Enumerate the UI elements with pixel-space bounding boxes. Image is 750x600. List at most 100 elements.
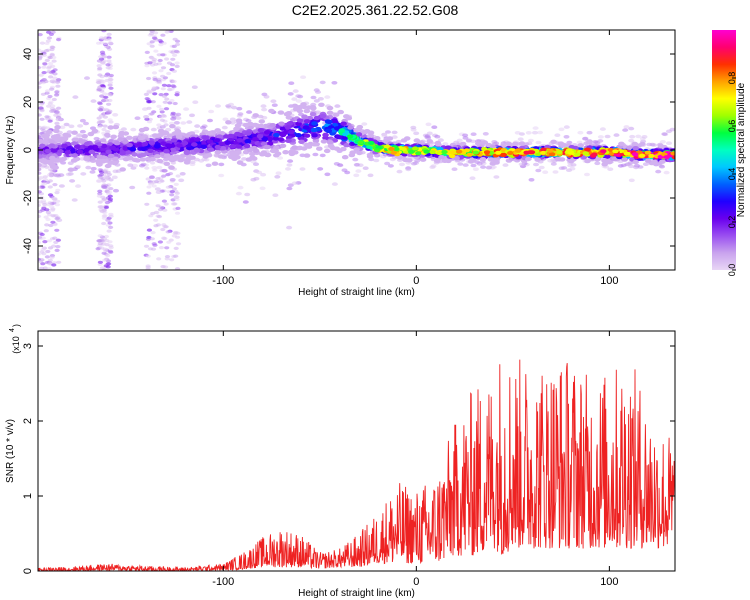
spectrogram-point <box>161 174 167 178</box>
spectrogram-point <box>245 131 252 136</box>
spectrogram-point <box>164 153 171 158</box>
spectrogram-point <box>39 143 46 148</box>
spectrogram-point <box>295 133 302 138</box>
spectrogram-point <box>160 87 166 91</box>
spectrogram-point <box>169 99 175 103</box>
y-tick-label: 0 <box>22 147 34 153</box>
spectrogram-point <box>102 213 108 218</box>
spectrogram-point <box>628 126 635 131</box>
spectrogram-point <box>134 116 141 120</box>
spectrogram-point <box>207 147 215 152</box>
x-tick-label: 100 <box>600 275 618 287</box>
spectrogram-point <box>292 89 299 93</box>
spectrogram-point <box>156 165 163 170</box>
spectrogram-point <box>320 139 328 144</box>
spectrogram-point <box>277 137 285 142</box>
spectrogram-point <box>286 163 293 167</box>
spectrogram-point <box>448 154 456 159</box>
spectrogram-point <box>540 147 547 152</box>
spectrogram-point <box>175 112 182 117</box>
spectrogram-point <box>457 162 464 166</box>
spectrogram-point <box>393 146 400 151</box>
spectrogram-point <box>172 37 178 41</box>
spectrogram-point <box>204 153 212 158</box>
spectrogram-point <box>98 173 104 177</box>
spectrogram-point <box>451 167 458 171</box>
spectrogram-point <box>649 142 656 147</box>
spectrogram-point <box>535 140 542 145</box>
spectrogram-point <box>48 139 56 145</box>
spectrogram-point <box>648 153 655 158</box>
spectrogram-point <box>517 137 524 141</box>
spectrogram-point <box>38 235 43 239</box>
spectrogram-point <box>347 125 354 130</box>
spectrogram-point <box>70 141 78 146</box>
spectrogram-point <box>52 183 58 187</box>
spectrogram-point <box>47 119 53 123</box>
spectrogram-point <box>163 149 170 154</box>
spectrogram-point <box>102 92 108 96</box>
spectrogram-point <box>224 140 232 145</box>
spectrogram-point <box>73 144 81 149</box>
spectrogram-point <box>88 149 96 155</box>
spectrogram-point <box>97 242 103 246</box>
spectrogram-point <box>463 148 470 153</box>
spectrogram-point <box>39 266 45 270</box>
spectrogram-point <box>373 136 381 141</box>
spectrogram-point <box>357 140 364 145</box>
spectrogram-point <box>244 192 251 197</box>
spectrogram-point <box>38 240 42 245</box>
spectrogram-point <box>256 170 263 175</box>
spectrogram-point <box>49 87 55 91</box>
spectrogram-point <box>582 136 589 141</box>
spectrogram-point <box>316 146 323 151</box>
spectrogram-point <box>50 104 56 108</box>
spectrogram-point <box>295 94 302 98</box>
spectrogram-point <box>228 102 234 107</box>
spectrogram-point <box>291 181 298 185</box>
spectrogram-point <box>158 115 164 119</box>
spectrogram-point <box>41 65 47 69</box>
spectrogram-point <box>413 131 420 136</box>
spectrogram-point <box>44 208 50 212</box>
spectrogram-point <box>50 64 56 68</box>
spectrogram-point <box>353 163 360 167</box>
spectrogram-point <box>53 113 59 117</box>
spectrogram-point <box>247 125 254 130</box>
spectrogram-point <box>96 239 102 243</box>
spectrogram-point <box>334 104 341 108</box>
spectrogram-point <box>164 57 170 61</box>
spectrogram-point <box>42 202 48 207</box>
spectrogram-point <box>149 157 156 162</box>
spectrogram-point <box>261 107 268 112</box>
spectrogram-point <box>550 139 557 144</box>
spectrogram-point <box>556 150 563 155</box>
spectrogram-point <box>525 131 532 135</box>
colorbar-label: Normalized spectral amplitude <box>736 82 747 217</box>
spectrogram-point <box>279 126 287 131</box>
spectrogram-point <box>107 160 114 165</box>
spectrogram-point <box>108 225 114 229</box>
spectrogram-point <box>38 203 41 207</box>
spectrogram-point <box>100 84 106 88</box>
spectrogram-point <box>482 132 489 136</box>
spectrogram-point <box>285 138 292 143</box>
spectrogram-point <box>246 147 254 153</box>
spectrogram-point <box>75 164 82 169</box>
spectrogram-point <box>106 38 112 42</box>
spectrogram-point <box>542 170 549 174</box>
spectrogram-point <box>173 246 179 250</box>
spectrogram-point <box>122 139 129 144</box>
spectrogram-point <box>173 182 179 186</box>
spectrogram-point <box>155 190 162 194</box>
spectrogram-point <box>152 78 158 82</box>
spectrogram-point <box>117 134 125 139</box>
spectrogram-point <box>154 154 161 159</box>
spectrogram-point <box>51 55 57 60</box>
spectrogram-point <box>130 127 137 132</box>
spectrogram-point <box>129 147 137 152</box>
spectrogram-point <box>303 153 311 158</box>
spectrogram-point <box>103 234 109 239</box>
spectrogram-point <box>319 80 326 85</box>
